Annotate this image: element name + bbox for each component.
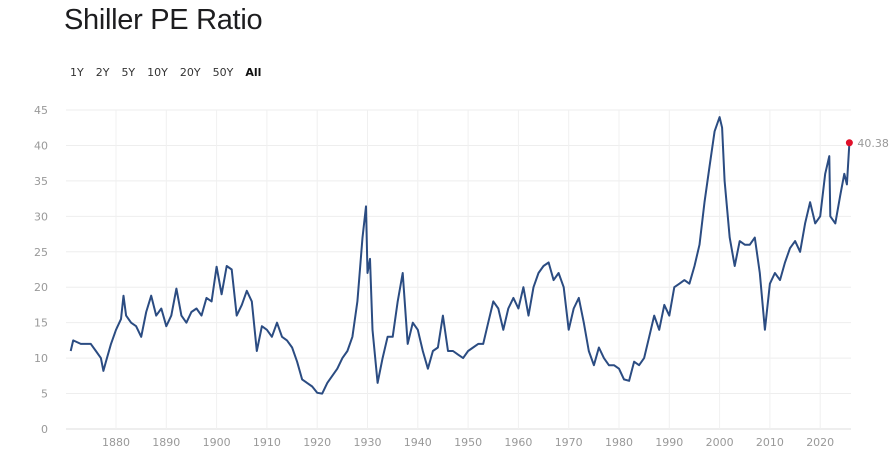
x-tick-label: 1930: [354, 436, 382, 449]
range-1y-button[interactable]: 1Y: [70, 66, 84, 79]
x-tick-label: 2020: [806, 436, 834, 449]
x-tick-label: 1980: [605, 436, 633, 449]
x-tick-label: 1960: [504, 436, 532, 449]
y-tick-label: 30: [34, 210, 48, 223]
y-tick-label: 40: [34, 139, 48, 152]
x-tick-label: 1950: [454, 436, 482, 449]
x-tick-label: 1940: [404, 436, 432, 449]
y-tick-label: 35: [34, 175, 48, 188]
x-tick-label: 1880: [102, 436, 130, 449]
y-tick-label: 15: [34, 317, 48, 330]
x-tick-label: 1910: [253, 436, 281, 449]
x-tick-label: 1970: [555, 436, 583, 449]
y-tick-label: 10: [34, 352, 48, 365]
last-value-label: 40.38: [857, 137, 889, 150]
range-5y-button[interactable]: 5Y: [121, 66, 136, 79]
y-tick-label: 5: [41, 388, 48, 401]
y-tick-label: 20: [34, 281, 48, 294]
y-tick-label: 0: [41, 423, 48, 436]
range-50y-button[interactable]: 50Y: [212, 66, 234, 79]
page-title: Shiller PE Ratio: [64, 4, 263, 36]
x-tick-label: 1920: [303, 436, 331, 449]
x-tick-label: 2010: [756, 436, 784, 449]
range-selector: 1Y 2Y 5Y 10Y 20Y 50Y All: [64, 66, 267, 79]
x-tick-label: 1900: [203, 436, 231, 449]
range-all-button[interactable]: All: [245, 66, 262, 79]
y-tick-label: 25: [34, 246, 48, 259]
x-tick-label: 2000: [706, 436, 734, 449]
last-value-marker: [845, 139, 853, 147]
x-tick-label: 1990: [655, 436, 683, 449]
y-tick-label: 45: [34, 104, 48, 117]
range-10y-button[interactable]: 10Y: [147, 66, 168, 79]
x-tick-label: 1890: [152, 436, 180, 449]
range-2y-button[interactable]: 2Y: [95, 66, 110, 79]
range-20y-button[interactable]: 20Y: [179, 66, 201, 79]
series-line-shiller-pe: [69, 116, 851, 395]
